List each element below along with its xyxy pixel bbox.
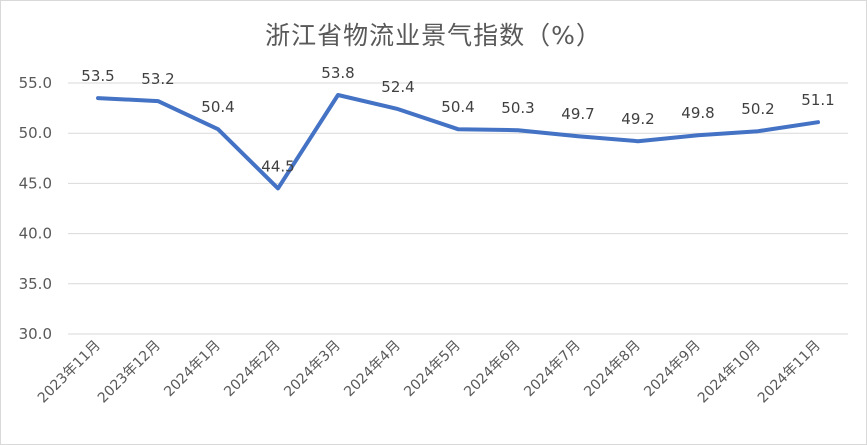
data-label: 50.4 [201,98,234,116]
x-tick-label: 2024年5月 [401,338,464,401]
x-tick-label: 2024年9月 [641,338,704,401]
data-label: 50.4 [441,98,474,116]
data-label: 53.2 [141,70,174,88]
x-tick-label: 2024年8月 [581,338,644,401]
y-tick-label: 30.0 [19,325,52,343]
y-tick-label: 55.0 [19,74,52,92]
data-label: 50.3 [501,99,534,117]
y-axis-ticks: 30.0 35.0 40.0 45.0 50.0 55.0 [19,74,52,343]
y-tick-label: 40.0 [19,225,52,243]
data-label: 52.4 [381,78,414,96]
chart-title: 浙江省物流业景气指数（%） [265,21,602,50]
x-tick-label: 2024年4月 [341,338,404,401]
x-tick-label: 2024年10月 [695,338,764,407]
x-tick-label: 2024年2月 [221,338,284,401]
gridlines [68,82,848,335]
data-label: 53.5 [81,67,114,85]
data-label: 53.8 [321,64,354,82]
data-labels: 53.5 53.2 50.4 44.5 53.8 52.4 50.4 50.3 49.7 49.2… [81,64,834,175]
x-tick-label: 2024年6月 [461,338,524,401]
x-tick-label: 2024年11月 [755,338,824,407]
x-tick-label: 2024年1月 [161,338,224,401]
data-label: 44.5 [261,157,294,175]
x-tick-label: 2023年12月 [95,338,164,407]
y-tick-label: 45.0 [19,174,52,192]
series-line [96,93,820,191]
x-axis-ticks: 2023年11月2023年12月2024年1月2024年2月2024年3月202… [35,338,824,407]
x-tick-label: 2024年7月 [521,338,584,401]
x-tick-label: 2023年11月 [35,338,104,407]
data-label: 49.2 [621,110,654,128]
series-group [96,93,820,191]
data-label: 49.7 [561,105,594,123]
y-tick-label: 50.0 [19,124,52,142]
x-tick-label: 2024年3月 [281,338,344,401]
data-label: 49.8 [681,104,714,122]
y-tick-label: 35.0 [19,275,52,293]
data-label: 51.1 [801,91,834,109]
data-label: 50.2 [741,100,774,118]
